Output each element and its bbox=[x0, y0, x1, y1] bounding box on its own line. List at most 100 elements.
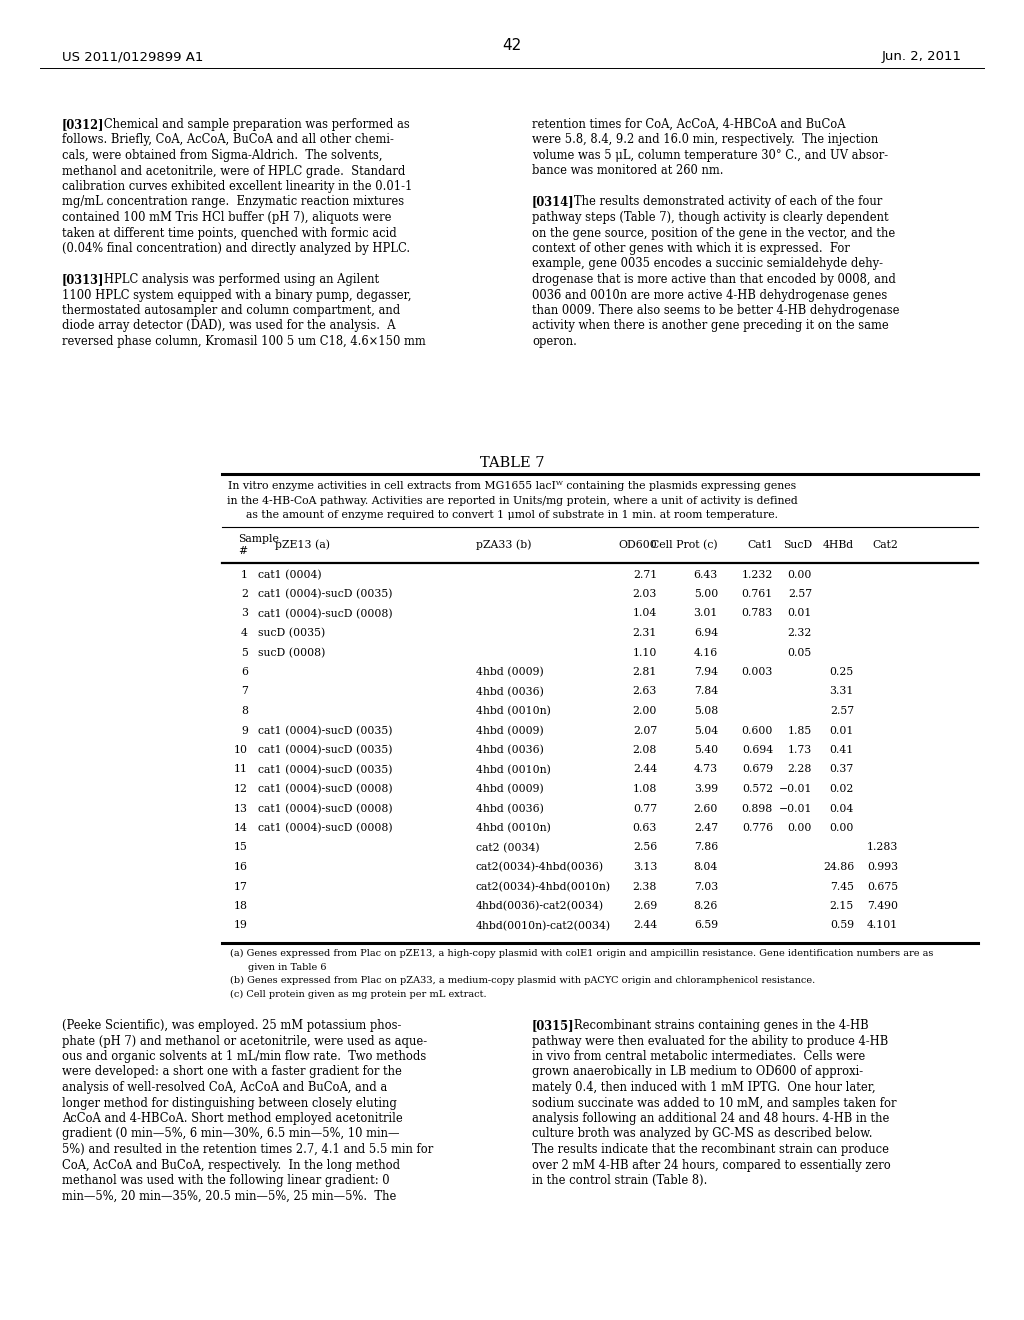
Text: 13: 13 bbox=[234, 804, 248, 813]
Text: 6.43: 6.43 bbox=[693, 569, 718, 579]
Text: AcCoA and 4-HBCoA. Short method employed acetonitrile: AcCoA and 4-HBCoA. Short method employed… bbox=[62, 1111, 402, 1125]
Text: retention times for CoA, AcCoA, 4-HBCoA and BuCoA: retention times for CoA, AcCoA, 4-HBCoA … bbox=[532, 117, 846, 131]
Text: 7.490: 7.490 bbox=[867, 902, 898, 911]
Text: The results demonstrated activity of each of the four: The results demonstrated activity of eac… bbox=[563, 195, 883, 209]
Text: 4hbd(0010n)-cat2(0034): 4hbd(0010n)-cat2(0034) bbox=[476, 920, 611, 931]
Text: cat1 (0004)-sucD (0008): cat1 (0004)-sucD (0008) bbox=[258, 804, 392, 814]
Text: analysis of well-resolved CoA, AcCoA and BuCoA, and a: analysis of well-resolved CoA, AcCoA and… bbox=[62, 1081, 387, 1094]
Text: 6.94: 6.94 bbox=[694, 628, 718, 638]
Text: 0.993: 0.993 bbox=[867, 862, 898, 873]
Text: 7: 7 bbox=[241, 686, 248, 697]
Text: 12: 12 bbox=[234, 784, 248, 795]
Text: 2.03: 2.03 bbox=[633, 589, 657, 599]
Text: 6.59: 6.59 bbox=[694, 920, 718, 931]
Text: 2.71: 2.71 bbox=[633, 569, 657, 579]
Text: cat1 (0004)-sucD (0008): cat1 (0004)-sucD (0008) bbox=[258, 822, 392, 833]
Text: 10: 10 bbox=[234, 744, 248, 755]
Text: diode array detector (DAD), was used for the analysis.  A: diode array detector (DAD), was used for… bbox=[62, 319, 395, 333]
Text: sodium succinate was added to 10 mM, and samples taken for: sodium succinate was added to 10 mM, and… bbox=[532, 1097, 896, 1110]
Text: Chemical and sample preparation was performed as: Chemical and sample preparation was perf… bbox=[93, 117, 410, 131]
Text: mg/mL concentration range.  Enzymatic reaction mixtures: mg/mL concentration range. Enzymatic rea… bbox=[62, 195, 404, 209]
Text: 4hbd (0010n): 4hbd (0010n) bbox=[476, 822, 551, 833]
Text: 0.04: 0.04 bbox=[829, 804, 854, 813]
Text: HPLC analysis was performed using an Agilent: HPLC analysis was performed using an Agi… bbox=[93, 273, 379, 286]
Text: 0036 and 0010n are more active 4-HB dehydrogenase genes: 0036 and 0010n are more active 4-HB dehy… bbox=[532, 289, 887, 301]
Text: (b) Genes expressed from Plac on pZA33, a medium-copy plasmid with pACYC origin : (b) Genes expressed from Plac on pZA33, … bbox=[230, 975, 815, 985]
Text: 1.04: 1.04 bbox=[633, 609, 657, 619]
Text: 16: 16 bbox=[234, 862, 248, 873]
Text: 0.59: 0.59 bbox=[829, 920, 854, 931]
Text: 3.31: 3.31 bbox=[829, 686, 854, 697]
Text: 4hbd(0036)-cat2(0034): 4hbd(0036)-cat2(0034) bbox=[476, 902, 604, 911]
Text: operon.: operon. bbox=[532, 335, 577, 348]
Text: min—5%, 20 min—35%, 20.5 min—5%, 25 min—5%.  The: min—5%, 20 min—35%, 20.5 min—5%, 25 min—… bbox=[62, 1189, 396, 1203]
Text: sucD (0008): sucD (0008) bbox=[258, 648, 326, 657]
Text: on the gene source, position of the gene in the vector, and the: on the gene source, position of the gene… bbox=[532, 227, 895, 239]
Text: activity when there is another gene preceding it on the same: activity when there is another gene prec… bbox=[532, 319, 889, 333]
Text: context of other genes with which it is expressed.  For: context of other genes with which it is … bbox=[532, 242, 850, 255]
Text: 0.37: 0.37 bbox=[829, 764, 854, 775]
Text: 3: 3 bbox=[241, 609, 248, 619]
Text: OD600: OD600 bbox=[618, 540, 657, 549]
Text: pathway were then evaluated for the ability to produce 4-HB: pathway were then evaluated for the abil… bbox=[532, 1035, 888, 1048]
Text: 1.85: 1.85 bbox=[787, 726, 812, 735]
Text: 3.99: 3.99 bbox=[694, 784, 718, 795]
Text: 2.69: 2.69 bbox=[633, 902, 657, 911]
Text: 7.45: 7.45 bbox=[830, 882, 854, 891]
Text: 0.600: 0.600 bbox=[741, 726, 773, 735]
Text: 8.26: 8.26 bbox=[693, 902, 718, 911]
Text: Cell Prot (c): Cell Prot (c) bbox=[651, 540, 718, 550]
Text: 0.898: 0.898 bbox=[741, 804, 773, 813]
Text: 3.01: 3.01 bbox=[693, 609, 718, 619]
Text: 2.81: 2.81 bbox=[633, 667, 657, 677]
Text: 4hbd (0009): 4hbd (0009) bbox=[476, 726, 544, 735]
Text: 0.679: 0.679 bbox=[741, 764, 773, 775]
Text: 2.56: 2.56 bbox=[633, 842, 657, 853]
Text: cat1 (0004)-sucD (0008): cat1 (0004)-sucD (0008) bbox=[258, 784, 392, 795]
Text: sucD (0035): sucD (0035) bbox=[258, 628, 326, 639]
Text: 0.41: 0.41 bbox=[829, 744, 854, 755]
Text: 0.05: 0.05 bbox=[787, 648, 812, 657]
Text: 4: 4 bbox=[241, 628, 248, 638]
Text: were developed: a short one with a faster gradient for the: were developed: a short one with a faste… bbox=[62, 1065, 401, 1078]
Text: Recombinant strains containing genes in the 4-HB: Recombinant strains containing genes in … bbox=[563, 1019, 868, 1032]
Text: 5.40: 5.40 bbox=[694, 744, 718, 755]
Text: [0315]: [0315] bbox=[532, 1019, 574, 1032]
Text: 4hbd (0010n): 4hbd (0010n) bbox=[476, 764, 551, 775]
Text: 7.86: 7.86 bbox=[693, 842, 718, 853]
Text: US 2011/0129899 A1: US 2011/0129899 A1 bbox=[62, 50, 204, 63]
Text: analysis following an additional 24 and 48 hours. 4-HB in the: analysis following an additional 24 and … bbox=[532, 1111, 890, 1125]
Text: 5%) and resulted in the retention times 2.7, 4.1 and 5.5 min for: 5%) and resulted in the retention times … bbox=[62, 1143, 433, 1156]
Text: Cat1: Cat1 bbox=[748, 540, 773, 549]
Text: example, gene 0035 encodes a succinic semialdehyde dehy-: example, gene 0035 encodes a succinic se… bbox=[532, 257, 883, 271]
Text: 4hbd (0036): 4hbd (0036) bbox=[476, 804, 544, 814]
Text: culture broth was analyzed by GC-MS as described below.: culture broth was analyzed by GC-MS as d… bbox=[532, 1127, 872, 1140]
Text: given in Table 6: given in Table 6 bbox=[248, 962, 327, 972]
Text: cat1 (0004)-sucD (0035): cat1 (0004)-sucD (0035) bbox=[258, 744, 392, 755]
Text: 2.07: 2.07 bbox=[633, 726, 657, 735]
Text: gradient (0 min—5%, 6 min—30%, 6.5 min—5%, 10 min—: gradient (0 min—5%, 6 min—30%, 6.5 min—5… bbox=[62, 1127, 399, 1140]
Text: methanol was used with the following linear gradient: 0: methanol was used with the following lin… bbox=[62, 1173, 389, 1187]
Text: 1.08: 1.08 bbox=[633, 784, 657, 795]
Text: (c) Cell protein given as mg protein per mL extract.: (c) Cell protein given as mg protein per… bbox=[230, 990, 486, 999]
Text: 0.783: 0.783 bbox=[741, 609, 773, 619]
Text: (0.04% final concentration) and directly analyzed by HPLC.: (0.04% final concentration) and directly… bbox=[62, 242, 411, 255]
Text: In vitro enzyme activities in cell extracts from MG1655 lacIᵂ containing the pla: In vitro enzyme activities in cell extra… bbox=[228, 480, 796, 491]
Text: 0.675: 0.675 bbox=[867, 882, 898, 891]
Text: The results indicate that the recombinant strain can produce: The results indicate that the recombinan… bbox=[532, 1143, 889, 1156]
Text: bance was monitored at 260 nm.: bance was monitored at 260 nm. bbox=[532, 165, 724, 177]
Text: pathway steps (Table 7), though activity is clearly dependent: pathway steps (Table 7), though activity… bbox=[532, 211, 889, 224]
Text: phate (pH 7) and methanol or acetonitrile, were used as aque-: phate (pH 7) and methanol or acetonitril… bbox=[62, 1035, 427, 1048]
Text: cat1 (0004)-sucD (0035): cat1 (0004)-sucD (0035) bbox=[258, 764, 392, 775]
Text: cat1 (0004)-sucD (0035): cat1 (0004)-sucD (0035) bbox=[258, 726, 392, 735]
Text: were 5.8, 8.4, 9.2 and 16.0 min, respectively.  The injection: were 5.8, 8.4, 9.2 and 16.0 min, respect… bbox=[532, 133, 879, 147]
Text: 2.44: 2.44 bbox=[633, 920, 657, 931]
Text: as the amount of enzyme required to convert 1 μmol of substrate in 1 min. at roo: as the amount of enzyme required to conv… bbox=[246, 510, 778, 520]
Text: 2.08: 2.08 bbox=[633, 744, 657, 755]
Text: 0.572: 0.572 bbox=[741, 784, 773, 795]
Text: 2.15: 2.15 bbox=[829, 902, 854, 911]
Text: −0.01: −0.01 bbox=[778, 804, 812, 813]
Text: (a) Genes expressed from Plac on pZE13, a high-copy plasmid with colE1 origin an: (a) Genes expressed from Plac on pZE13, … bbox=[230, 949, 933, 958]
Text: cat2(0034)-4hbd(0036): cat2(0034)-4hbd(0036) bbox=[476, 862, 604, 873]
Text: 11: 11 bbox=[234, 764, 248, 775]
